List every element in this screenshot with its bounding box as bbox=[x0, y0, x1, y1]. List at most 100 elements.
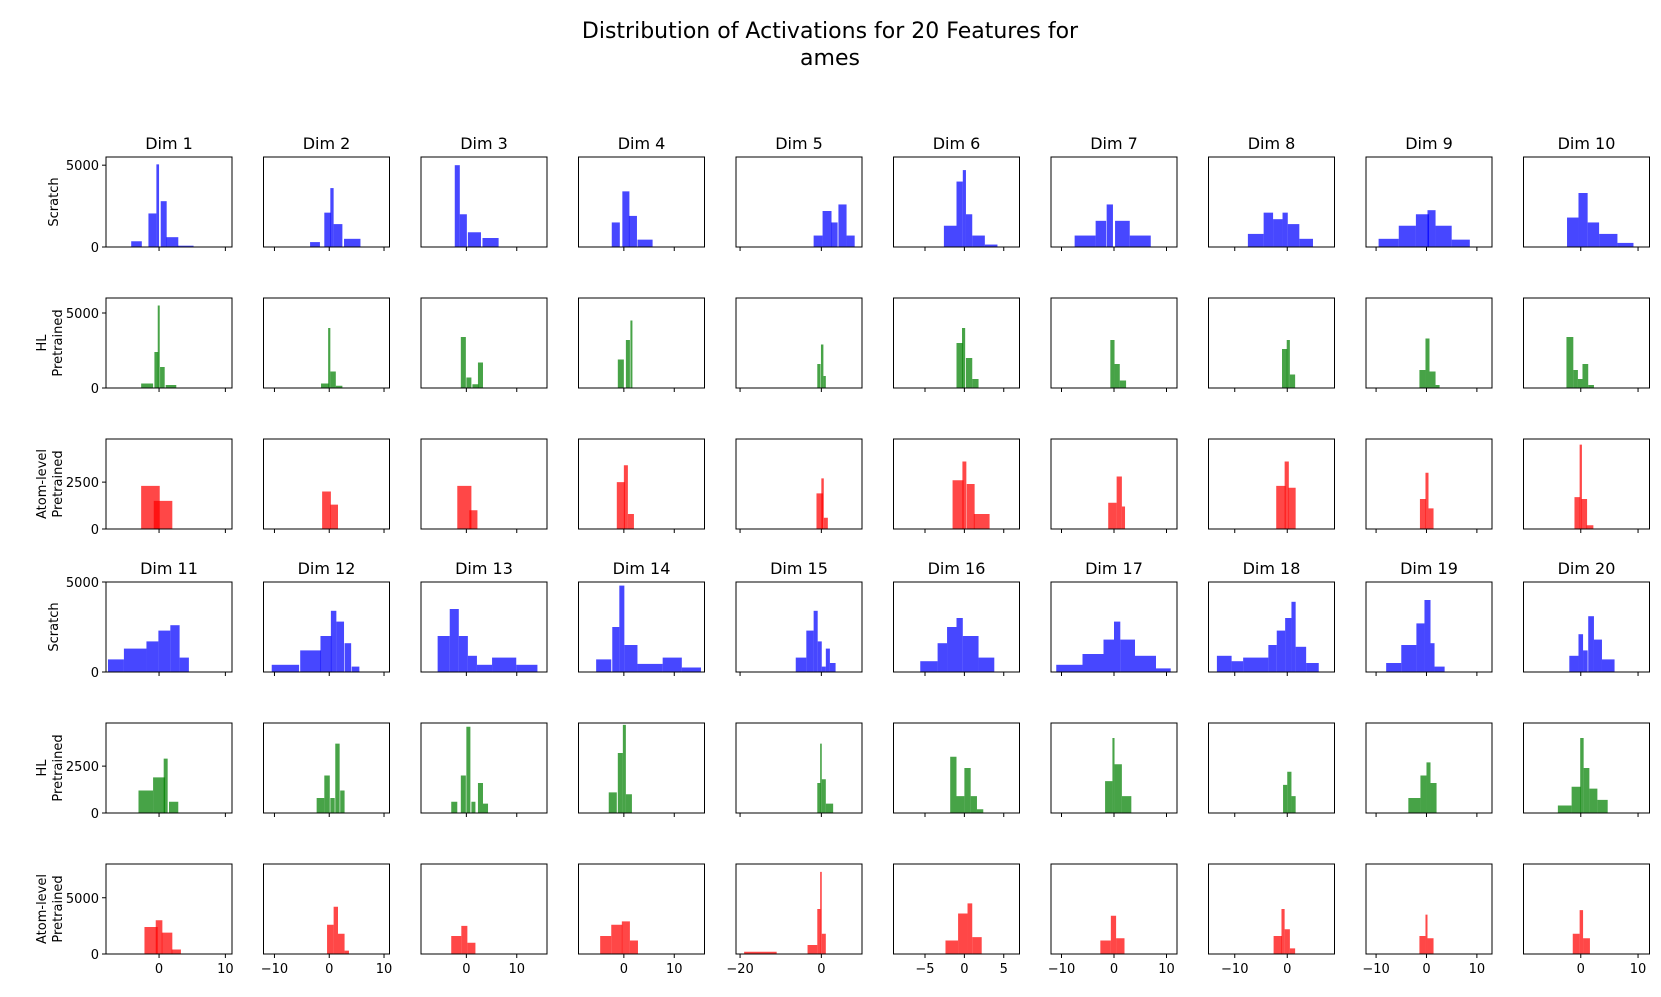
histogram-bar bbox=[1424, 600, 1431, 672]
histogram-bar bbox=[622, 724, 626, 814]
axes-frame bbox=[263, 156, 390, 248]
histogram-bar bbox=[956, 618, 963, 672]
axes-bg bbox=[421, 864, 547, 954]
axes-frame bbox=[893, 438, 1020, 530]
axes-frame bbox=[1523, 297, 1650, 389]
histogram-bar bbox=[1082, 654, 1104, 672]
histogram-bar bbox=[340, 790, 345, 813]
axes-frame bbox=[420, 297, 548, 389]
x-tick-label: 5 bbox=[1000, 962, 1008, 977]
histogram-bar bbox=[1289, 948, 1296, 955]
histogram-bar bbox=[1427, 210, 1436, 247]
histogram-bar bbox=[1574, 497, 1581, 530]
histogram-bar bbox=[1571, 786, 1581, 813]
histogram-bar bbox=[807, 945, 818, 954]
histogram-bar bbox=[1408, 798, 1421, 813]
histogram-bar bbox=[1103, 639, 1114, 672]
histogram-bar bbox=[123, 648, 147, 672]
panel-group-15: Dim 15 −20 0 bbox=[726, 559, 863, 977]
histogram-bar bbox=[1577, 379, 1583, 388]
axes-frame bbox=[263, 863, 390, 955]
axes-bg bbox=[263, 298, 390, 388]
histogram-bar bbox=[1415, 214, 1429, 247]
axes-bg bbox=[578, 298, 705, 388]
histogram-bar bbox=[1583, 938, 1590, 954]
histogram-bar bbox=[1282, 349, 1288, 388]
histogram-bar bbox=[1121, 796, 1132, 814]
histogram-bar bbox=[973, 514, 990, 529]
panel-title: Dim 1 bbox=[145, 134, 193, 153]
histogram-bar bbox=[962, 328, 966, 388]
panel-title: Dim 9 bbox=[1405, 134, 1453, 153]
histogram-bar bbox=[600, 936, 612, 954]
histogram-bar bbox=[459, 214, 467, 247]
histogram-bar bbox=[1579, 910, 1584, 955]
histogram-bar bbox=[628, 215, 637, 247]
histogram-bar bbox=[1578, 193, 1588, 247]
histogram-bar bbox=[1430, 643, 1435, 672]
histogram-bar bbox=[155, 920, 163, 954]
histogram-bar bbox=[744, 951, 777, 954]
panel-title: Dim 17 bbox=[1085, 559, 1143, 578]
x-tick-label: −20 bbox=[726, 962, 753, 977]
panel-group-18: Dim 18 −10 0 bbox=[1208, 559, 1335, 977]
histogram-bar bbox=[472, 384, 479, 388]
axes-bg bbox=[893, 864, 1020, 954]
histogram-bar bbox=[310, 242, 320, 247]
histogram-bar bbox=[945, 940, 959, 954]
histogram-bar bbox=[336, 621, 345, 672]
histogram-bar bbox=[820, 344, 824, 388]
histogram-bar bbox=[820, 743, 822, 814]
panel-group-9: Dim 9 bbox=[1365, 134, 1493, 533]
histogram-bar bbox=[138, 790, 154, 813]
axes-bg bbox=[736, 439, 862, 529]
histogram-bar bbox=[825, 648, 830, 672]
histogram-bar bbox=[1419, 370, 1426, 388]
axes-bg bbox=[1051, 157, 1177, 247]
panel-title: Dim 7 bbox=[1090, 134, 1138, 153]
histogram-bar bbox=[958, 913, 968, 954]
x-tick-label: −10 bbox=[1221, 962, 1248, 977]
axes-frame bbox=[263, 438, 390, 530]
histogram-bar bbox=[154, 352, 159, 388]
x-tick-label: 10 bbox=[666, 962, 683, 977]
histogram-bar bbox=[637, 663, 663, 672]
axes-bg bbox=[1208, 723, 1335, 813]
x-tick-label: 0 bbox=[817, 962, 825, 977]
x-tick-label: 0 bbox=[462, 962, 470, 977]
histogram-bar bbox=[630, 320, 633, 388]
histogram-bar bbox=[141, 383, 154, 388]
axes-bg bbox=[736, 864, 862, 954]
panel-title: Dim 19 bbox=[1400, 559, 1458, 578]
histogram-bar bbox=[1378, 238, 1399, 247]
histogram-bar bbox=[335, 385, 343, 388]
histogram-bar bbox=[820, 871, 822, 955]
histogram-bar bbox=[846, 235, 855, 247]
x-tick-label: 0 bbox=[620, 962, 628, 977]
axes-frame bbox=[105, 438, 233, 530]
axes-frame bbox=[105, 581, 233, 673]
histogram-bar bbox=[972, 235, 985, 247]
histogram-bar bbox=[1569, 655, 1579, 672]
histogram-bar bbox=[1105, 781, 1113, 814]
panel-group-7: Dim 7 bbox=[1050, 134, 1178, 533]
y-tick-label: 0 bbox=[91, 382, 99, 397]
panel-group-16: Dim 16 −5 0 5 bbox=[893, 559, 1020, 977]
histogram-bar bbox=[1588, 385, 1594, 388]
histogram-bar bbox=[821, 933, 826, 954]
axes-frame bbox=[1523, 581, 1650, 673]
histogram-bar bbox=[1617, 242, 1634, 247]
histogram-bar bbox=[160, 367, 165, 388]
axes-frame bbox=[263, 722, 390, 814]
x-tick-label: 0 bbox=[1422, 962, 1430, 977]
histogram-bar bbox=[1583, 768, 1590, 813]
histogram-bar bbox=[1291, 601, 1296, 672]
histogram-bar bbox=[144, 927, 158, 954]
y-tick-label: 0 bbox=[91, 948, 99, 963]
chart-title-line-2: ames bbox=[800, 46, 860, 71]
histogram-bar bbox=[978, 657, 995, 672]
histogram-bar bbox=[813, 235, 823, 247]
histogram-bar bbox=[330, 188, 334, 247]
histogram-bar bbox=[838, 204, 847, 247]
histogram-bar bbox=[271, 664, 300, 672]
